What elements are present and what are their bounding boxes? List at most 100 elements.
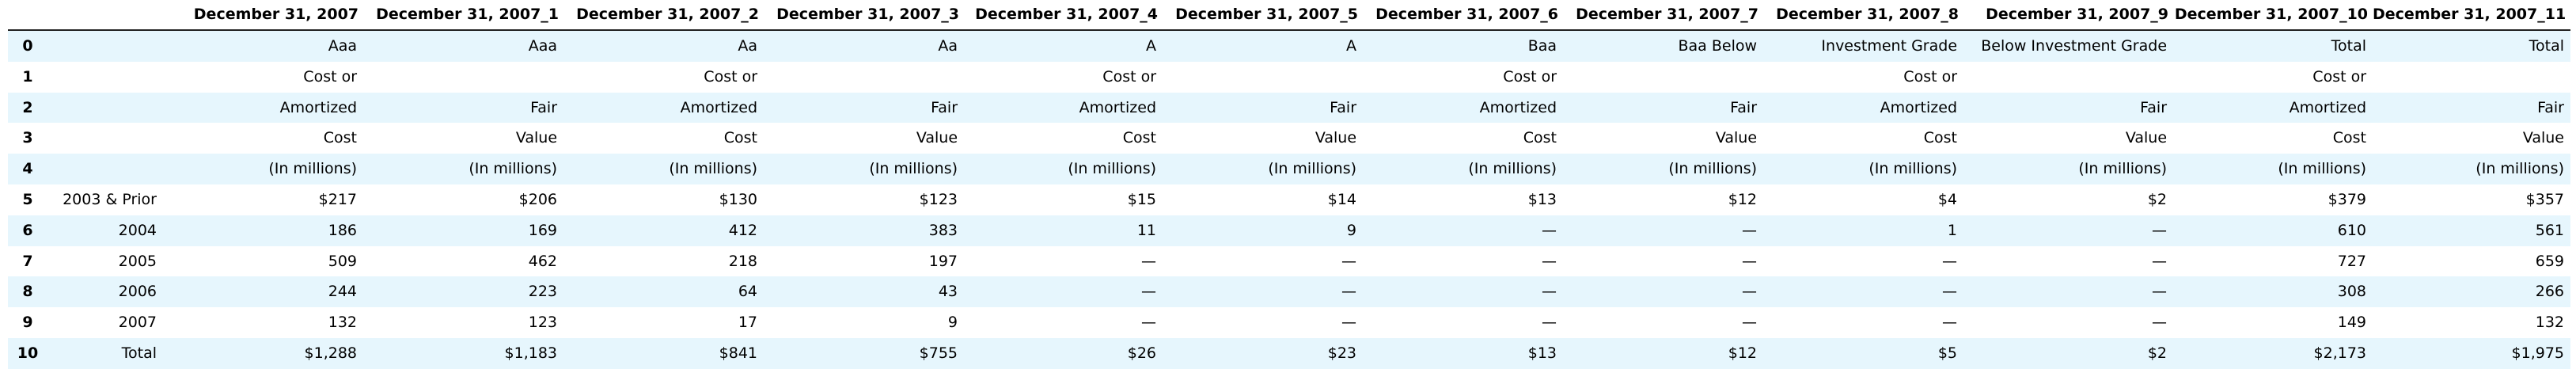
table-cell: —	[1742, 252, 1758, 270]
row-index: 1	[22, 67, 33, 86]
table-cell	[764, 62, 964, 93]
table-cell: 308	[2337, 283, 2367, 301]
table-cell: —	[1742, 283, 1758, 301]
row-index: 2	[22, 98, 33, 116]
row-index: 0	[22, 37, 33, 55]
table-cell: $379	[2328, 190, 2367, 208]
data-table-container: December 31, 2007 December 31, 2007_1 Dece…	[8, 0, 2570, 369]
table-cell: 266	[2535, 283, 2564, 301]
table-cell: —	[1542, 314, 1557, 332]
table-row: 10 Total $1,288 $1,183 $841 $755 $26 $23 $13 $12 $…	[8, 337, 2570, 369]
table-cell: (In millions)	[1268, 160, 1357, 178]
table-cell: Cost or	[303, 67, 358, 86]
table-cell: 9	[947, 314, 958, 332]
table-cell: Aa	[738, 37, 758, 55]
table-cell: 561	[2535, 221, 2564, 239]
column-header: December 31, 2007_5	[1163, 0, 1364, 31]
table-cell: Value	[1315, 129, 1357, 147]
table-cell: Baa Below	[1678, 37, 1758, 55]
table-cell: (In millions)	[2475, 160, 2564, 178]
table-cell: Baa	[1527, 37, 1557, 55]
table-cell: Cost	[1122, 129, 1157, 147]
table-cell: Cost or	[704, 67, 758, 86]
table-cell: (In millions)	[1068, 160, 1157, 178]
table-cell: $357	[2525, 190, 2564, 208]
table-cell: —	[1742, 221, 1758, 239]
table-cell: $14	[1327, 190, 1357, 208]
table-row: 3 Cost Value Cost Value Cost Value Cost Value Cos…	[8, 123, 2570, 154]
index-header	[8, 0, 47, 31]
table-cell: (In millions)	[268, 160, 358, 178]
table-cell: Cost	[323, 129, 358, 147]
table-cell: —	[1341, 283, 1357, 301]
table-cell: $1,288	[304, 344, 358, 362]
table-cell: Amortized	[279, 98, 358, 116]
row-label: 2003 & Prior	[63, 190, 157, 208]
table-cell: 17	[738, 314, 758, 332]
table-cell: 218	[728, 252, 758, 270]
table-cell: 509	[328, 252, 358, 270]
table-cell: 149	[2337, 314, 2367, 332]
table-cell: $123	[919, 190, 958, 208]
table-row: 9 2007 132 123 17 9 — — — — — — 149 132	[8, 307, 2570, 338]
table-body: 0 Aaa Aaa Aa Aa A A Baa Baa Below Investment Grad…	[8, 30, 2570, 369]
column-header: December 31, 2007_11	[2373, 0, 2570, 31]
table-cell: Amortized	[680, 98, 758, 116]
table-cell: 223	[528, 283, 558, 301]
table-cell: Fair	[1330, 98, 1357, 116]
table-cell: 64	[738, 283, 758, 301]
table-row: 4 (In millions) (In millions) (In millions)…	[8, 154, 2570, 184]
table-cell: $13	[1527, 344, 1557, 362]
table-row: 8 2006 244 223 64 43 — — — — — — 308 266	[8, 276, 2570, 308]
table-cell	[363, 62, 563, 93]
table-cell: 169	[528, 221, 558, 239]
table-cell: Investment Grade	[1821, 37, 1958, 55]
table-cell: (In millions)	[469, 160, 558, 178]
column-header: December 31, 2007_8	[1763, 0, 1964, 31]
table-cell: (In millions)	[1868, 160, 1958, 178]
table-cell: Cost or	[1102, 67, 1157, 86]
table-cell: $130	[719, 190, 758, 208]
table-cell: —	[2152, 221, 2168, 239]
table-cell: 132	[328, 314, 358, 332]
table-row: 5 2003 & Prior $217 $206 $130 $123 $15 $14 $13 $1…	[8, 184, 2570, 215]
table-cell: —	[2152, 314, 2168, 332]
table-cell: Aaa	[528, 37, 558, 55]
table-cell: Fair	[530, 98, 558, 116]
table-cell: Aa	[938, 37, 958, 55]
table-cell: —	[1141, 314, 1157, 332]
column-header: December 31, 2007_4	[964, 0, 1163, 31]
table-cell: 610	[2337, 221, 2367, 239]
table-cell: $26	[1127, 344, 1157, 362]
table-cell: —	[1542, 221, 1557, 239]
row-index: 10	[17, 344, 39, 362]
table-cell: Cost or	[1503, 67, 1557, 86]
table-cell: $2	[2147, 190, 2168, 208]
table-cell: —	[1542, 252, 1557, 270]
column-header: December 31, 2007	[47, 0, 364, 31]
table-cell: Total	[2331, 37, 2367, 55]
table-cell: Amortized	[1479, 98, 1557, 116]
table-cell: —	[1542, 283, 1557, 301]
column-header: December 31, 2007_3	[764, 0, 965, 31]
table-cell: —	[2152, 283, 2168, 301]
table-cell: $2	[2147, 344, 2168, 362]
table-cell: 186	[328, 221, 358, 239]
table-cell: $5	[1937, 344, 1958, 362]
table-cell: 11	[1136, 221, 1157, 239]
column-header: December 31, 2007_10	[2173, 0, 2373, 31]
header-row: December 31, 2007 December 31, 2007_1 Dece…	[8, 0, 2570, 31]
table-cell: —	[1141, 283, 1157, 301]
row-label: Total	[121, 344, 157, 362]
table-cell: Total	[2529, 37, 2564, 55]
table-cell: Amortized	[1079, 98, 1157, 116]
table-cell	[2373, 62, 2570, 93]
table-cell: $2,173	[2313, 344, 2367, 362]
table-cell: Cost	[1523, 129, 1557, 147]
table-cell: Fair	[931, 98, 958, 116]
row-index: 6	[22, 221, 33, 239]
row-label: 2007	[118, 314, 157, 332]
table-row: 2 Amortized Fair Amortized Fair Amortized Fair…	[8, 92, 2570, 124]
column-header: December 31, 2007_6	[1363, 0, 1564, 31]
table-cell: $755	[919, 344, 958, 362]
